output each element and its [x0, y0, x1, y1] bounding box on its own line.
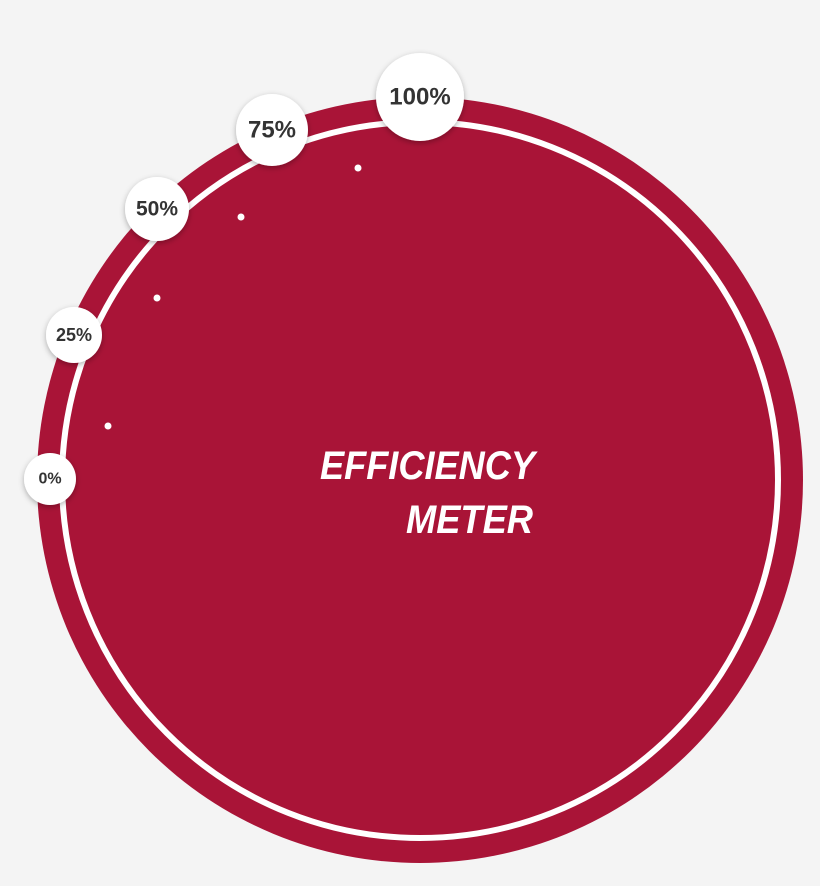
marker-label: 100%: [389, 84, 450, 111]
marker-label: 50%: [136, 198, 178, 221]
marker-bubble: [46, 307, 102, 363]
marker-label: 25%: [56, 325, 92, 345]
marker: 0%: [24, 453, 76, 505]
marker-bubble: [236, 94, 308, 166]
marker-label: 0%: [38, 471, 61, 488]
marker: 100%: [376, 53, 464, 141]
dot: [237, 213, 245, 221]
marker: 50%: [125, 177, 189, 241]
marker-bubble: [376, 53, 464, 141]
marker: 25%: [46, 307, 102, 363]
title-line: EFFICIENCY: [320, 444, 538, 488]
marker-bubble: [24, 453, 76, 505]
dot: [354, 164, 362, 172]
marker-label: 75%: [248, 117, 296, 144]
meter-dots: [104, 164, 362, 430]
dot: [104, 422, 112, 430]
title-line: METER: [406, 498, 533, 542]
dot: [153, 294, 161, 302]
meter-disc: [37, 97, 803, 863]
marker: 75%: [236, 94, 308, 166]
marker-bubble: [125, 177, 189, 241]
